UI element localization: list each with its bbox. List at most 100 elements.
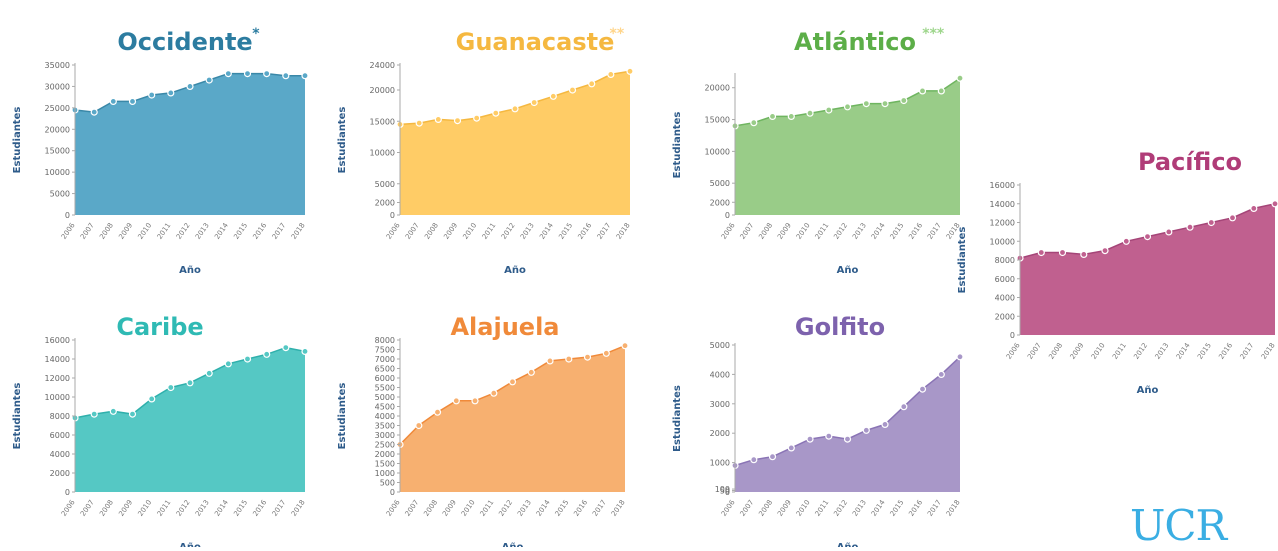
point-alajuela-2007 xyxy=(415,421,423,430)
x-axis-label-alajuela: Año xyxy=(502,542,524,547)
point-golfito-2011 xyxy=(825,432,833,440)
x-tick-label-guanacaste: 2008 xyxy=(423,222,440,241)
x-tick-label-alajuela: 2016 xyxy=(572,498,589,518)
y-tick-label-occidente: 5000 xyxy=(50,190,70,199)
point-pacifico-2007 xyxy=(1037,248,1045,257)
y-tick-label-alajuela: 500 xyxy=(380,479,395,488)
y-tick-label-alajuela: 5000 xyxy=(375,393,395,402)
chart-atlantico: Atlántico *** 0 2000 5000 10000 15000 20000 2006… xyxy=(672,26,964,276)
y-tick-label-occidente: 10000 xyxy=(45,168,70,177)
x-tick-label-golfito: 2008 xyxy=(757,499,774,518)
x-tick-label-guanacaste: 2013 xyxy=(519,222,536,241)
point-atlantico-2016 xyxy=(918,87,927,95)
area-golfito xyxy=(735,356,960,492)
y-tick-label-atlantico: 5000 xyxy=(710,179,730,188)
point-atlantico-2012 xyxy=(843,103,852,111)
point-caribe-2015 xyxy=(243,355,252,363)
point-pacifico-2014 xyxy=(1186,223,1194,231)
area-alajuela xyxy=(400,345,625,492)
x-tick-label-pacifico: 2011 xyxy=(1111,342,1128,361)
x-tick-label-caribe: 2018 xyxy=(290,499,307,518)
point-atlantico-2018 xyxy=(956,74,964,82)
point-caribe-2008 xyxy=(109,407,117,415)
point-caribe-2012 xyxy=(186,379,194,387)
chart-alajuela: Alajuela 05001000150020002500300035004000… xyxy=(337,313,629,551)
chart-occidente: Occidente * 0 5000 10000 15000 20000 25000 30000… xyxy=(12,26,309,276)
y-tick-label-caribe: 8000 xyxy=(50,412,70,421)
point-occidente-2012 xyxy=(186,82,194,91)
x-axis-label-atlantico: Año xyxy=(837,265,859,276)
x-tick-label-occidente: 2015 xyxy=(232,222,249,241)
chart-caribe: Caribe 0 2000 4000 6000 8000 10000 12000 14000 16… xyxy=(12,313,309,551)
point-caribe-2007 xyxy=(90,410,98,418)
y-tick-label-occidente: 0 xyxy=(65,211,70,220)
x-tick-label-pacifico: 2009 xyxy=(1069,342,1086,361)
x-tick-label-guanacaste: 2011 xyxy=(481,222,498,241)
y-tick-label-caribe: 10000 xyxy=(45,393,70,402)
x-axis-label-caribe: Año xyxy=(179,542,201,547)
y-tick-label-atlantico: 20000 xyxy=(705,84,730,93)
point-occidente-2009 xyxy=(128,97,137,106)
x-tick-label-pacifico: 2012 xyxy=(1132,342,1149,361)
x-tick-label-golfito: 2010 xyxy=(795,499,812,518)
point-golfito-2015 xyxy=(900,403,908,411)
point-alajuela-2013 xyxy=(527,368,535,376)
x-tick-label-caribe: 2017 xyxy=(271,499,288,518)
point-caribe-2013 xyxy=(205,369,213,377)
x-tick-label-guanacaste: 2016 xyxy=(577,221,594,241)
point-alajuela-2017 xyxy=(602,349,610,357)
x-tick-label-occidente: 2008 xyxy=(98,222,115,241)
x-tick-label-guanacaste: 2014 xyxy=(538,221,555,241)
point-alajuela-2008 xyxy=(433,408,442,416)
x-tick-label-alajuela: 2006 xyxy=(385,498,402,518)
point-occidente-2008 xyxy=(109,97,117,106)
point-pacifico-2011 xyxy=(1122,237,1130,245)
x-tick-label-caribe: 2008 xyxy=(98,499,115,518)
y-tick-label-golfito: 2000 xyxy=(710,429,730,438)
chart-title-occidente: Occidente xyxy=(117,28,252,56)
y-tick-label-alajuela: 7000 xyxy=(375,355,395,364)
chart-title-atlantico: Atlántico xyxy=(794,28,916,56)
point-caribe-2009 xyxy=(128,410,137,418)
y-tick-label-caribe: 16000 xyxy=(45,336,70,345)
y-tick-label-alajuela: 4000 xyxy=(375,412,395,421)
y-tick-label-guanacaste: 5000 xyxy=(375,180,395,189)
point-guanacaste-2010 xyxy=(473,114,481,122)
x-tick-label-atlantico: 2015 xyxy=(889,222,906,241)
x-tick-label-occidente: 2010 xyxy=(137,222,154,241)
chart-title-pacifico: Pacífico xyxy=(1138,148,1242,176)
y-axis-label-alajuela: Estudiantes xyxy=(337,383,348,450)
title-mark-atlantico: *** xyxy=(922,26,945,42)
y-tick-label-caribe: 0 xyxy=(65,488,70,497)
point-alajuela-2009 xyxy=(452,397,460,405)
x-tick-label-pacifico: 2008 xyxy=(1047,342,1064,361)
point-alajuela-2010 xyxy=(471,397,479,405)
y-tick-label-caribe: 14000 xyxy=(45,355,70,364)
y-tick-label-alajuela: 6000 xyxy=(375,374,395,383)
x-tick-label-occidente: 2009 xyxy=(117,222,134,241)
x-axis-label-guanacaste: Año xyxy=(504,265,526,276)
chart-guanacaste: Guanacaste** 0 2000 5000 10000 15000 20000 2400… xyxy=(337,26,634,276)
point-occidente-2018 xyxy=(301,72,309,80)
point-guanacaste-2011 xyxy=(492,109,500,117)
point-caribe-2017 xyxy=(282,344,290,352)
point-golfito-2007 xyxy=(750,456,758,464)
y-axis-label-caribe: Estudiantes xyxy=(12,383,23,450)
chart-title-alajuela: Alajuela xyxy=(450,313,559,341)
y-tick-label-golfito: 3000 xyxy=(710,400,730,409)
x-tick-label-alajuela: 2007 xyxy=(404,499,421,518)
x-tick-label-occidente: 2007 xyxy=(79,222,96,241)
title-mark-guanacaste: ** xyxy=(610,26,625,42)
x-tick-label-golfito: 2013 xyxy=(851,499,868,518)
area-caribe xyxy=(75,347,305,492)
x-tick-label-pacifico: 2007 xyxy=(1026,342,1043,361)
point-guanacaste-2014 xyxy=(549,92,557,100)
y-tick-label-pacifico: 12000 xyxy=(990,219,1015,228)
y-tick-label-alajuela: 2000 xyxy=(375,450,395,459)
y-tick-label-alajuela: 8000 xyxy=(375,336,395,345)
x-tick-label-atlantico: 2008 xyxy=(757,222,774,241)
x-tick-label-occidente: 2011 xyxy=(156,222,173,241)
point-atlantico-2010 xyxy=(806,109,814,117)
y-tick-label-occidente: 35000 xyxy=(45,61,70,70)
